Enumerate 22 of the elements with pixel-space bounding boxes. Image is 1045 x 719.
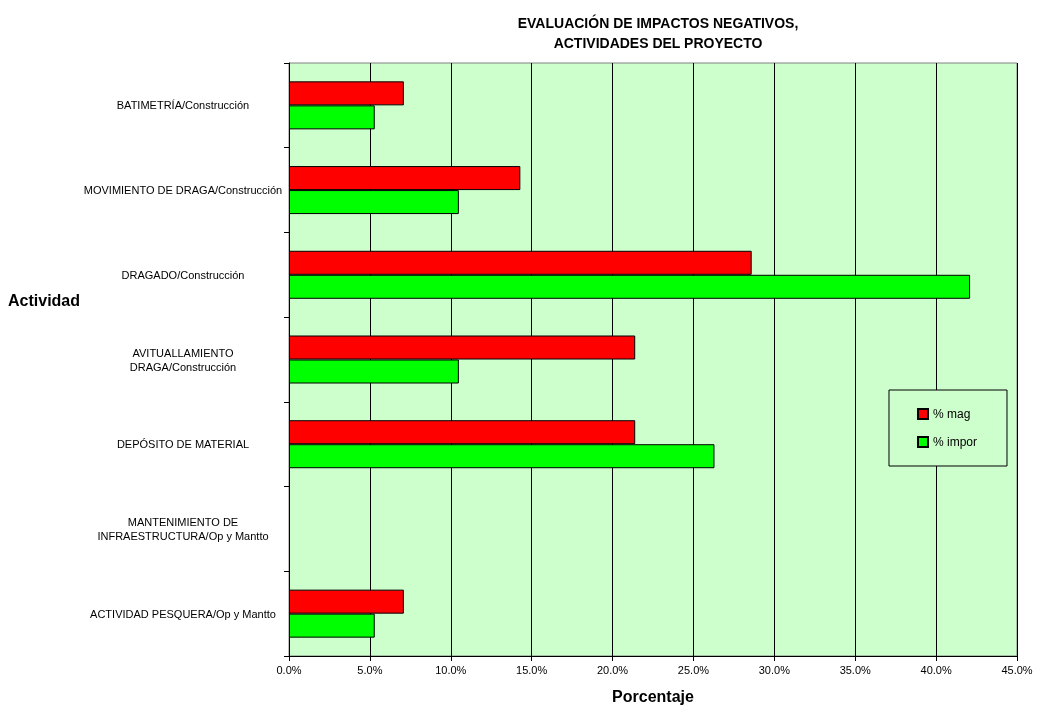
x-tick-label: 10.0% [435, 663, 467, 676]
y-tick-label: MANTENIMIENTO DE INFRAESTRUCTURA/Op y Mantto [97, 515, 269, 542]
y-axis-title: Actividad [8, 291, 81, 309]
y-tick-label: DRAGADO/Construcción [121, 268, 245, 281]
chart-title: EVALUACIÓN DE IMPACTOS NEGATIVOS, ACTIVIDADES DEL PROYECTO [517, 14, 799, 51]
y-tick-label: AVITUALLAMIENTO DRAGA/Construcción [129, 346, 237, 373]
x-tick-label: 0.0% [276, 663, 302, 676]
x-tick-label: 40.0% [920, 663, 952, 676]
x-tick-label: 5.0% [357, 663, 383, 676]
x-tick-label: 35.0% [839, 663, 872, 676]
y-tick-label: DEPÓSITO DE MATERIAL [116, 438, 250, 451]
y-tick-label: ACTIVIDAD PESQUERA/Op y Mantto [90, 607, 276, 620]
x-tick-label: 15.0% [516, 663, 548, 676]
x-axis-title: Porcentaje [612, 687, 695, 705]
y-tick-label: MOVIMIENTO DE DRAGA/Construcción [83, 184, 283, 197]
x-tick-label: 20.0% [596, 663, 629, 676]
y-tick-label: BATIMETRÍA/Construcción [116, 99, 250, 112]
x-tick-label: 45.0% [1001, 663, 1033, 676]
x-tick-label: 25.0% [677, 663, 710, 676]
legend-label: % impor [932, 435, 978, 449]
legend-label: % mag [932, 407, 971, 421]
x-tick-label: 30.0% [758, 663, 791, 676]
